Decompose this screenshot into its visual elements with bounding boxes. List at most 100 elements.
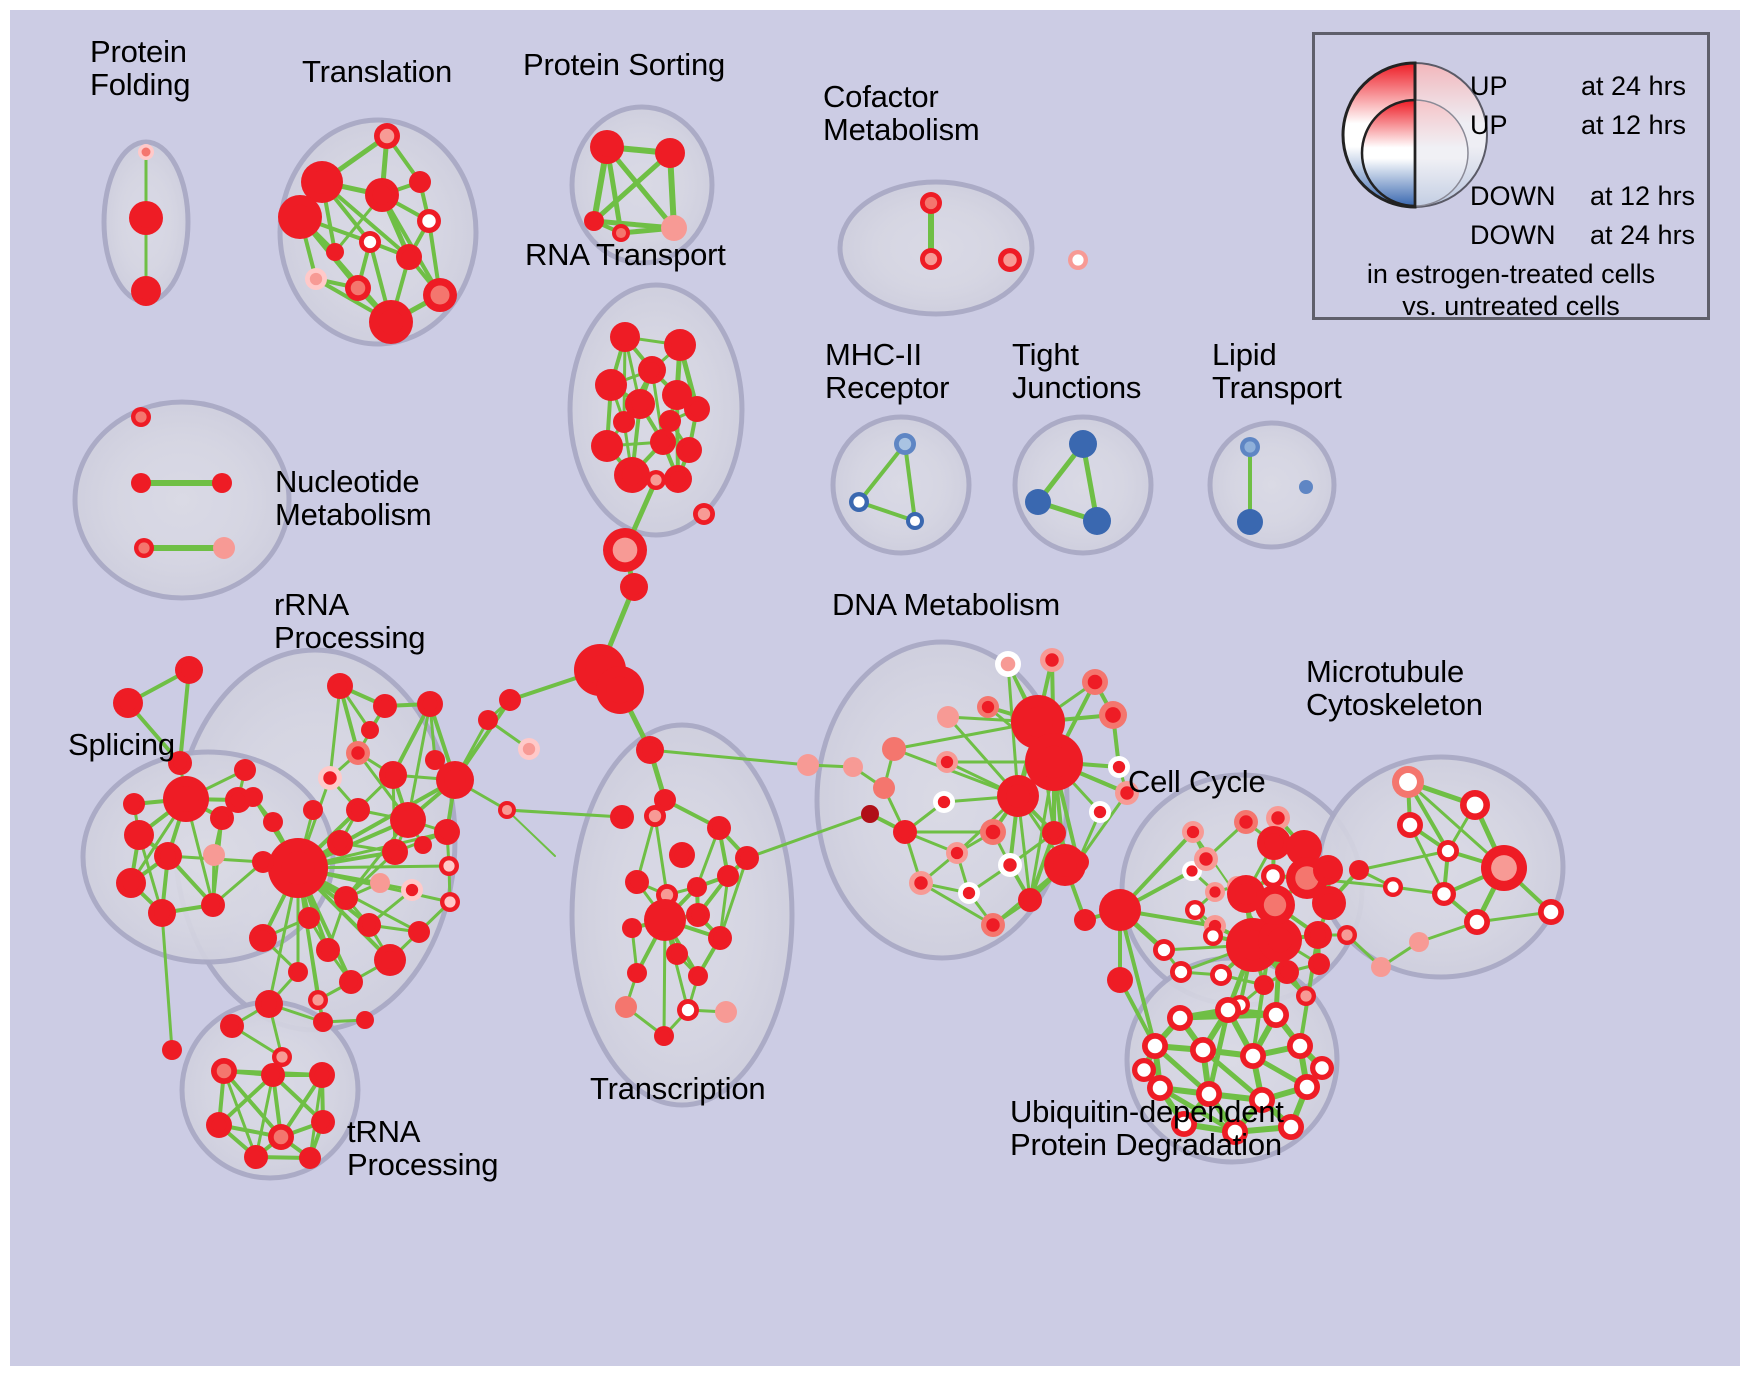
node-microtubule-cytoskeleton-9-inner-disc[interactable] [1543, 904, 1559, 920]
node-rna-transport-7-inner-disc[interactable] [598, 437, 616, 455]
node-rna-transport-13-inner-disc[interactable] [663, 414, 677, 428]
node-splicing-8-inner-disc[interactable] [207, 848, 221, 862]
node-bridge-mid-2-inner-disc[interactable] [658, 793, 672, 807]
node-dna-metabolism-11-inner-disc[interactable] [1006, 784, 1030, 808]
node-protein-sorting-0-inner-disc[interactable] [597, 137, 617, 157]
node-splicing-14-inner-disc[interactable] [173, 756, 187, 770]
node-cell-cycle-1-inner-disc[interactable] [1264, 833, 1284, 853]
node-dna-metabolism-6-inner-disc[interactable] [940, 755, 954, 769]
node-bridge-left-2-inner-disc[interactable] [482, 714, 494, 726]
node-protein-folding-0-inner-disc[interactable] [141, 147, 151, 157]
node-dna-metabolism-8-inner-disc[interactable] [1105, 707, 1121, 723]
node-rrna-processing-33-inner-disc[interactable] [429, 754, 441, 766]
node-translation-7-inner-disc[interactable] [309, 272, 323, 286]
node-rrna-processing-22-inner-disc[interactable] [321, 943, 335, 957]
node-translation-10-inner-disc[interactable] [378, 309, 404, 335]
node-dna-metabolism-24-inner-disc[interactable] [1023, 893, 1037, 907]
node-ubiquitin-degradation-14-inner-disc[interactable] [1137, 1063, 1151, 1077]
node-rrna-processing-10-inner-disc[interactable] [332, 835, 348, 851]
node-transcription-2-inner-disc[interactable] [721, 869, 735, 883]
node-ubiquitin-degradation-4-inner-disc[interactable] [1195, 1042, 1211, 1058]
node-dna-metabolism-14-inner-disc[interactable] [1093, 805, 1107, 819]
node-mhc-ii-receptor-0-inner-disc[interactable] [898, 437, 912, 451]
node-dna-metabolism-12-inner-disc[interactable] [937, 795, 951, 809]
node-dna-metabolism-26-inner-disc[interactable] [1053, 853, 1077, 877]
node-cell-cycle-19-inner-disc[interactable] [1310, 927, 1326, 943]
node-trna-processing-6-inner-disc[interactable] [249, 1150, 263, 1164]
node-rna-transport-8-inner-disc[interactable] [655, 434, 671, 450]
node-bridge-cc-2-inner-disc[interactable] [1112, 972, 1128, 988]
node-rna-transport-2-inner-disc[interactable] [644, 362, 660, 378]
node-cofactor-metabolism-3-inner-disc[interactable] [1072, 254, 1084, 266]
node-dna-metabolism-20-inner-disc[interactable] [1003, 858, 1017, 872]
node-dna-metabolism-27-inner-disc[interactable] [877, 781, 891, 795]
node-rrna-processing-3-inner-disc[interactable] [351, 746, 365, 760]
node-transcription-16-inner-disc[interactable] [658, 1030, 670, 1042]
node-dna-metabolism-29-inner-disc[interactable] [1078, 913, 1092, 927]
node-rrna-processing-6-inner-disc[interactable] [444, 769, 466, 791]
node-dna-metabolism-22-inner-disc[interactable] [914, 876, 928, 890]
node-microtubule-cytoskeleton-4-inner-disc[interactable] [1491, 855, 1517, 881]
node-protein-sorting-3-inner-disc[interactable] [615, 227, 627, 239]
node-cell-cycle-11-inner-disc[interactable] [1239, 815, 1253, 829]
node-rrna-processing-37-inner-disc[interactable] [359, 1014, 371, 1026]
node-ubiquitin-degradation-8-inner-disc[interactable] [1201, 1086, 1217, 1102]
node-bridge-dna-1-inner-disc[interactable] [801, 758, 815, 772]
node-cell-cycle-12-inner-disc[interactable] [1209, 886, 1221, 898]
node-rrna-processing-35-inner-disc[interactable] [307, 804, 319, 816]
node-transcription-7-inner-disc[interactable] [653, 908, 677, 932]
node-translation-3-inner-disc[interactable] [287, 204, 313, 230]
node-rrna-processing-21-inner-disc[interactable] [255, 930, 271, 946]
node-transcription-5-inner-disc[interactable] [630, 875, 644, 889]
node-dna-metabolism-1-inner-disc[interactable] [1045, 653, 1059, 667]
node-splicing-12-inner-disc[interactable] [166, 1044, 178, 1056]
node-microtubule-cytoskeleton-7-inner-disc[interactable] [1353, 864, 1365, 876]
node-dna-metabolism-16-inner-disc[interactable] [1047, 826, 1061, 840]
node-rrna-processing-9-inner-disc[interactable] [439, 824, 455, 840]
node-dna-metabolism-28-inner-disc[interactable] [847, 761, 859, 773]
node-translation-11-inner-disc[interactable] [329, 246, 341, 258]
node-bridge-rna-4-inner-disc[interactable] [626, 579, 642, 595]
node-bridge-left-1-inner-disc[interactable] [503, 693, 517, 707]
node-protein-sorting-4-inner-disc[interactable] [666, 220, 682, 236]
node-cell-cycle-29-inner-disc[interactable] [1186, 825, 1200, 839]
node-ubiquitin-degradation-13-inner-disc[interactable] [1283, 1119, 1299, 1135]
node-cell-cycle-2-inner-disc[interactable] [1293, 837, 1315, 859]
node-microtubule-cytoskeleton-2-inner-disc[interactable] [1402, 817, 1418, 833]
node-rrna-processing-4-inner-disc[interactable] [323, 771, 337, 785]
node-ubiquitin-degradation-7-inner-disc[interactable] [1152, 1080, 1168, 1096]
node-ubiquitin-degradation-15-inner-disc[interactable] [1315, 1061, 1329, 1075]
node-nucleotide-metabolism-3-inner-disc[interactable] [138, 542, 150, 554]
node-trna-processing-0-inner-disc[interactable] [216, 1063, 232, 1079]
node-transcription-8-inner-disc[interactable] [626, 922, 638, 934]
node-ubiquitin-degradation-12-inner-disc[interactable] [1227, 1124, 1243, 1140]
node-splicing-4-inner-disc[interactable] [127, 797, 141, 811]
node-bridge-rna-3-inner-disc[interactable] [697, 507, 711, 521]
node-microtubule-cytoskeleton-3-inner-disc[interactable] [1441, 844, 1455, 858]
node-microtubule-cytoskeleton-11-inner-disc[interactable] [1375, 961, 1387, 973]
node-cell-cycle-4-inner-disc[interactable] [1186, 865, 1198, 877]
node-splicing-11-inner-disc[interactable] [206, 898, 220, 912]
node-cell-cycle-10-inner-disc[interactable] [1199, 852, 1213, 866]
node-transcription-14-inner-disc[interactable] [681, 1003, 695, 1017]
node-dna-metabolism-19-inner-disc[interactable] [950, 846, 964, 860]
node-ubiquitin-degradation-5-inner-disc[interactable] [1245, 1048, 1261, 1064]
node-bridge-rna-1-inner-disc[interactable] [612, 537, 638, 563]
node-splicing-9-inner-disc[interactable] [122, 874, 140, 892]
node-tight-junctions-0-inner-disc[interactable] [1075, 436, 1091, 452]
node-rna-transport-12-inner-disc[interactable] [617, 415, 631, 429]
node-splicing-5-inner-disc[interactable] [130, 826, 148, 844]
node-translation-4-inner-disc[interactable] [422, 214, 436, 228]
node-splicing-6-inner-disc[interactable] [215, 811, 229, 825]
node-bridge-cc-1-inner-disc[interactable] [1108, 898, 1132, 922]
node-rrna-processing-26-inner-disc[interactable] [261, 996, 277, 1012]
node-lipid-transport-2-inner-disc[interactable] [1302, 483, 1310, 491]
node-cofactor-metabolism-0-inner-disc[interactable] [924, 196, 938, 210]
node-dna-metabolism-18-inner-disc[interactable] [864, 808, 876, 820]
node-bridge-left-3-inner-disc[interactable] [522, 742, 536, 756]
node-splicing-2-inner-disc[interactable] [238, 763, 252, 777]
node-rrna-processing-24-inner-disc[interactable] [292, 966, 304, 978]
node-dna-metabolism-5-inner-disc[interactable] [887, 742, 901, 756]
node-translation-2-inner-disc[interactable] [372, 185, 392, 205]
node-rrna-processing-23-inner-disc[interactable] [381, 951, 399, 969]
